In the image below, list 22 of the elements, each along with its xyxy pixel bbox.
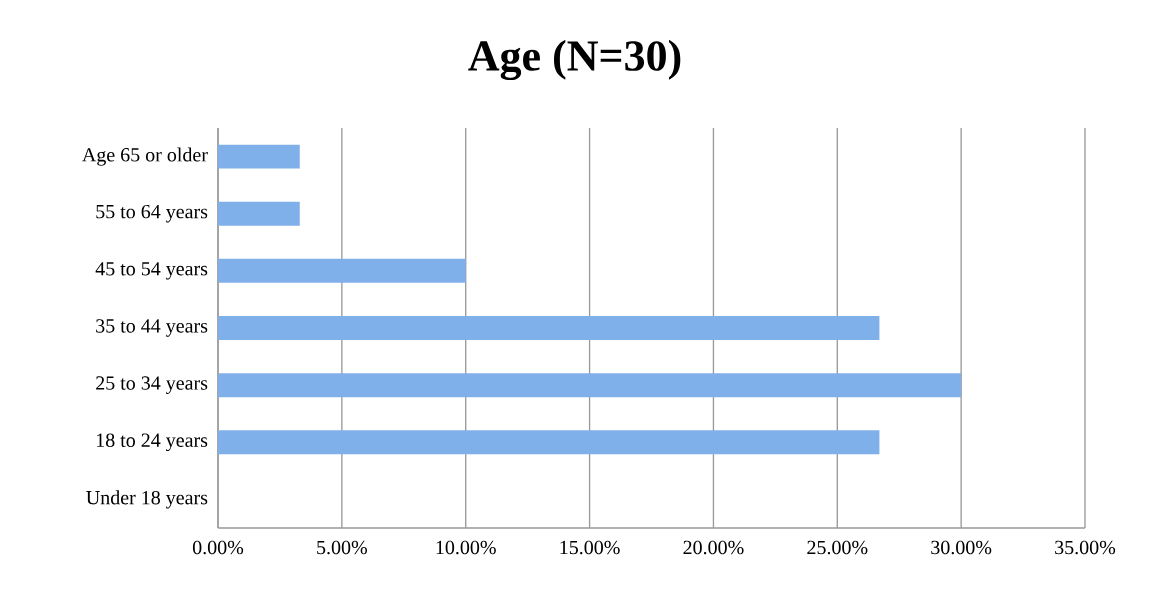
chart-title: Age (N=30) — [468, 39, 681, 81]
bar — [218, 144, 300, 169]
y-tick-label: 25 to 34 years — [96, 376, 208, 394]
x-tick-label: 25.00% — [807, 540, 868, 555]
bar — [218, 201, 300, 226]
x-tick-label: 5.00% — [317, 540, 368, 555]
x-tick-label: 30.00% — [931, 540, 992, 555]
y-tick-label: 18 to 24 years — [96, 433, 208, 452]
bar — [218, 316, 880, 340]
bar — [218, 373, 962, 398]
y-tick-label: Under 18 years — [86, 490, 208, 509]
x-tick-label: 35.00% — [1055, 540, 1116, 555]
y-tick-label: 55 to 64 years — [96, 204, 208, 223]
y-tick-label: 35 to 44 years — [96, 319, 208, 337]
y-tick-label: Age 65 or older — [82, 147, 208, 166]
x-tick-label: 10.00% — [436, 540, 496, 555]
x-tick-label: 20.00% — [683, 540, 744, 555]
x-tick-label: 15.00% — [560, 540, 620, 555]
x-tick-label: 0.00% — [192, 540, 244, 555]
bar — [218, 258, 466, 283]
bar — [218, 430, 880, 455]
y-tick-label: 45 to 54 years — [95, 262, 208, 280]
